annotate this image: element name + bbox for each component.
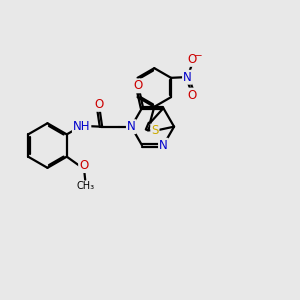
Text: N: N (127, 120, 136, 133)
Text: O: O (134, 79, 143, 92)
Text: N: N (183, 71, 192, 84)
Text: O: O (94, 98, 103, 111)
Text: O: O (187, 53, 196, 66)
Text: O: O (187, 88, 196, 102)
Text: N: N (159, 139, 168, 152)
Text: −: − (194, 51, 203, 62)
Text: NH: NH (73, 120, 90, 133)
Text: S: S (151, 124, 159, 137)
Text: CH₃: CH₃ (76, 182, 94, 191)
Text: O: O (79, 159, 88, 172)
